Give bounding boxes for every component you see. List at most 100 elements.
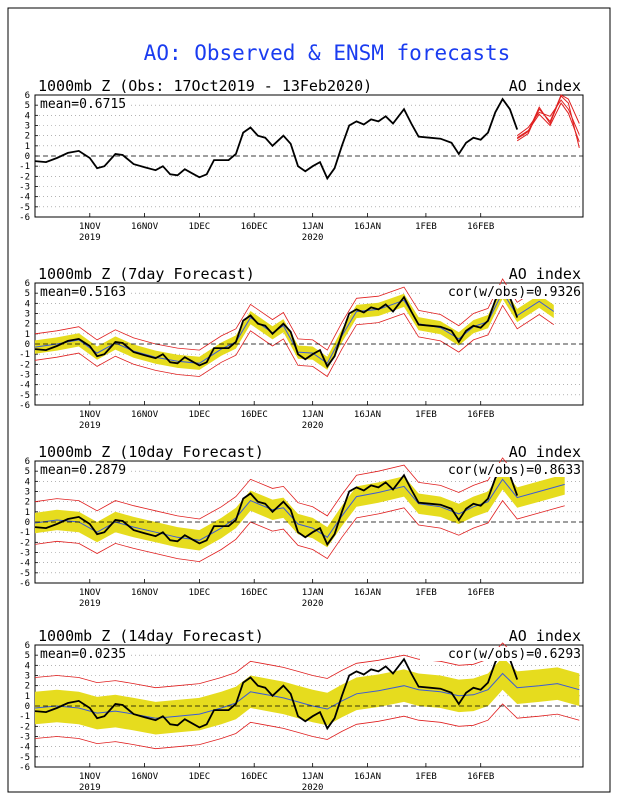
forecast-member-line bbox=[516, 99, 580, 137]
x-tick-label: 16FEB bbox=[467, 772, 494, 782]
y-tick-label: -5 bbox=[19, 203, 30, 213]
y-tick-label: -3 bbox=[19, 549, 30, 559]
x-tick-year: 2019 bbox=[79, 233, 101, 243]
spread-band bbox=[35, 469, 565, 551]
mean-label: mean=0.2879 bbox=[40, 463, 126, 478]
y-tick-label: 0 bbox=[25, 518, 30, 528]
y-tick-label: -1 bbox=[19, 528, 30, 538]
y-tick-label: -5 bbox=[19, 391, 30, 401]
y-tick-label: 3 bbox=[25, 122, 30, 132]
y-tick-label: 3 bbox=[25, 672, 30, 682]
y-tick-label: 6 bbox=[25, 91, 30, 101]
mean-label-bg bbox=[38, 463, 130, 477]
x-tick-label: 16JAN bbox=[354, 410, 381, 420]
x-tick-year: 2020 bbox=[302, 233, 324, 243]
panel-right-title: AO index bbox=[509, 443, 581, 461]
y-tick-label: 4 bbox=[25, 111, 30, 121]
y-tick-label: 6 bbox=[25, 641, 30, 651]
x-tick-label: 16DEC bbox=[241, 410, 268, 420]
member-envelope-lower bbox=[34, 304, 555, 378]
observed-line bbox=[34, 647, 519, 731]
y-tick-label: 4 bbox=[25, 477, 30, 487]
y-tick-label: -4 bbox=[19, 559, 30, 569]
member-envelope-lower bbox=[34, 703, 580, 750]
x-tick-year: 2020 bbox=[302, 421, 324, 431]
x-tick-label: 16JAN bbox=[354, 222, 381, 232]
outer-border bbox=[7, 7, 611, 793]
x-tick-label: 1NOV bbox=[79, 410, 101, 420]
y-tick-label: 2 bbox=[25, 498, 30, 508]
x-tick-label: 16FEB bbox=[467, 222, 494, 232]
y-tick-label: -1 bbox=[19, 350, 30, 360]
panels: 1000mb Z (Obs: 17Oct2019 - 13Feb2020) AO … bbox=[19, 77, 584, 793]
x-tick-label: 16JAN bbox=[354, 772, 381, 782]
x-tick-label: 16NOV bbox=[131, 588, 159, 598]
y-tick-label: 0 bbox=[25, 152, 30, 162]
x-tick-label: 16FEB bbox=[467, 588, 494, 598]
x-tick-year: 2020 bbox=[302, 599, 324, 609]
observed-line bbox=[34, 97, 519, 181]
y-tick-label: -6 bbox=[19, 763, 30, 773]
y-tick-label: 1 bbox=[25, 508, 30, 518]
y-tick-label: 2 bbox=[25, 132, 30, 142]
y-tick-label: 5 bbox=[25, 467, 30, 477]
x-tick-label: 16JAN bbox=[354, 588, 381, 598]
x-tick-label: 1DEC bbox=[189, 588, 211, 598]
mean-label-bg bbox=[38, 97, 130, 111]
y-tick-label: -2 bbox=[19, 722, 30, 732]
x-tick-label: 16NOV bbox=[131, 410, 159, 420]
y-tick-label: -3 bbox=[19, 371, 30, 381]
x-tick-label: 16NOV bbox=[131, 222, 159, 232]
x-tick-label: 16FEB bbox=[467, 410, 494, 420]
y-tick-label: 1 bbox=[25, 330, 30, 340]
x-tick-year: 2020 bbox=[302, 783, 324, 793]
x-tick-label: 1DEC bbox=[189, 772, 211, 782]
y-tick-label: 4 bbox=[25, 661, 30, 671]
y-tick-label: 0 bbox=[25, 702, 30, 712]
x-tick-label: 16NOV bbox=[131, 772, 159, 782]
x-tick-label: 16DEC bbox=[241, 222, 268, 232]
y-tick-label: 0 bbox=[25, 340, 30, 350]
x-tick-label: 1FEB bbox=[415, 588, 437, 598]
x-tick-label: 1FEB bbox=[415, 410, 437, 420]
y-tick-label: -3 bbox=[19, 733, 30, 743]
member-envelope-upper bbox=[34, 457, 565, 520]
chart-panel-2: 1000mb Z (7day Forecast) AO index -6-5-4-3… bbox=[19, 265, 584, 431]
cor-label-bg bbox=[420, 463, 582, 477]
y-tick-label: -2 bbox=[19, 172, 30, 182]
panel-right-title: AO index bbox=[509, 265, 581, 283]
forecast-member-line bbox=[516, 95, 580, 149]
y-tick-label: -4 bbox=[19, 193, 30, 203]
y-tick-label: -4 bbox=[19, 381, 30, 391]
y-tick-label: -5 bbox=[19, 753, 30, 763]
mean-label-bg bbox=[38, 285, 130, 299]
y-tick-label: -2 bbox=[19, 360, 30, 370]
x-tick-label: 1JAN bbox=[302, 588, 324, 598]
x-tick-label: 1JAN bbox=[302, 410, 324, 420]
y-tick-label: -6 bbox=[19, 213, 30, 223]
x-tick-label: 1DEC bbox=[189, 410, 211, 420]
panel-title: 1000mb Z (14day Forecast) bbox=[38, 627, 264, 645]
cor-label: cor(w/obs)=0.8633 bbox=[448, 463, 581, 478]
y-tick-label: -1 bbox=[19, 712, 30, 722]
x-tick-label: 1DEC bbox=[189, 222, 211, 232]
x-tick-label: 1NOV bbox=[79, 588, 101, 598]
x-tick-label: 1JAN bbox=[302, 772, 324, 782]
x-tick-label: 1NOV bbox=[79, 222, 101, 232]
panel-title: 1000mb Z (Obs: 17Oct2019 - 13Feb2020) bbox=[38, 77, 372, 95]
y-tick-label: -4 bbox=[19, 743, 30, 753]
y-tick-label: 3 bbox=[25, 488, 30, 498]
y-tick-label: -6 bbox=[19, 401, 30, 411]
x-tick-year: 2019 bbox=[79, 599, 101, 609]
mean-label-bg bbox=[38, 647, 130, 661]
panel-title: 1000mb Z (10day Forecast) bbox=[38, 443, 264, 461]
y-tick-label: -5 bbox=[19, 569, 30, 579]
y-tick-label: 1 bbox=[25, 142, 30, 152]
y-tick-label: 6 bbox=[25, 279, 30, 289]
cor-label-bg bbox=[420, 285, 582, 299]
y-tick-label: 6 bbox=[25, 457, 30, 467]
member-envelope-lower bbox=[34, 499, 565, 563]
y-tick-label: 5 bbox=[25, 101, 30, 111]
